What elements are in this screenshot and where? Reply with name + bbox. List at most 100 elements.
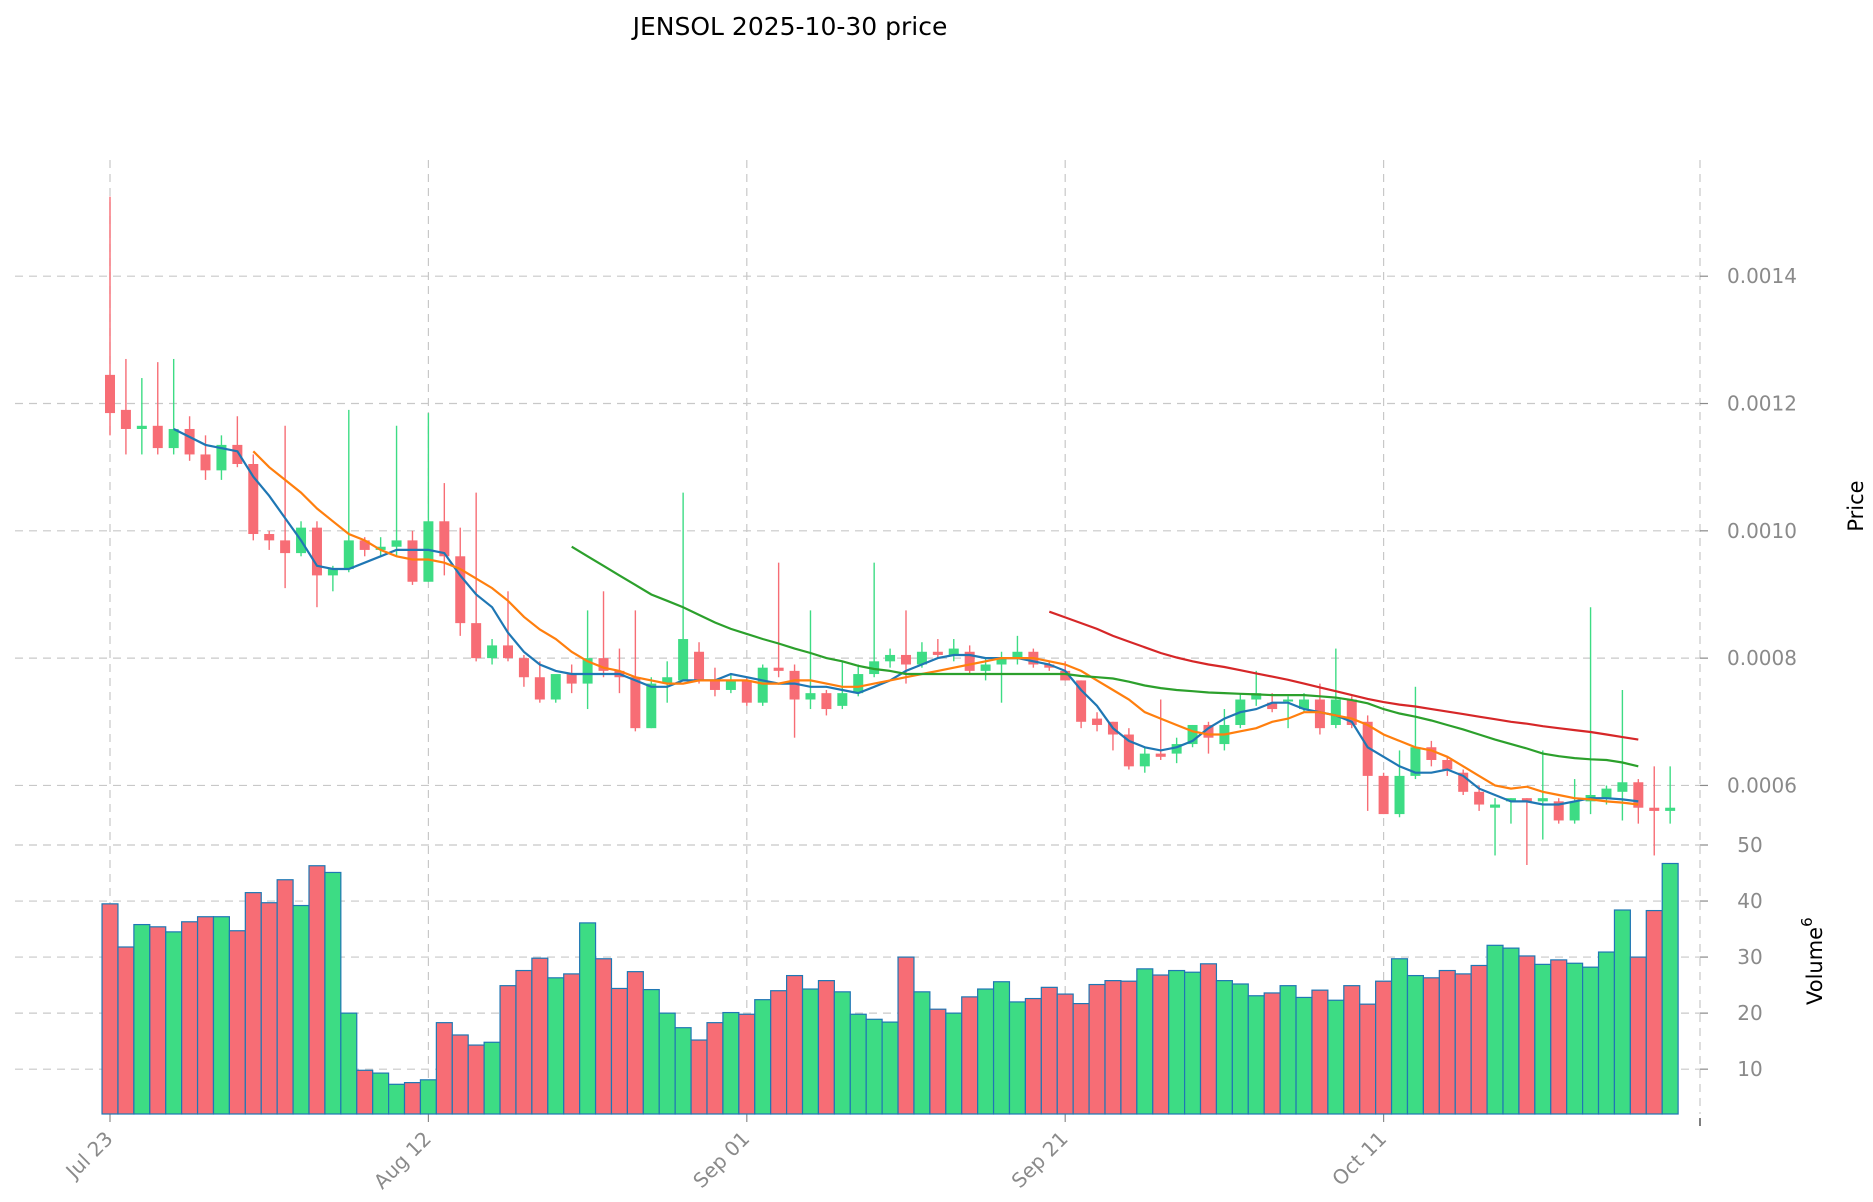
- volume-bar: [117, 946, 135, 1115]
- candle-body-down: [1060, 670, 1071, 681]
- candle-body-down: [152, 425, 163, 449]
- candle-body-up: [1665, 807, 1676, 811]
- volume-bar: [515, 969, 533, 1115]
- candle-body-up: [391, 540, 402, 547]
- candle-body-down: [1076, 680, 1087, 722]
- volume-bar: [1215, 980, 1233, 1115]
- chart-title: JENSOL 2025-10-30 price: [631, 12, 948, 41]
- candle-body-up: [168, 428, 179, 449]
- volume-tick-label: 10: [1737, 1057, 1762, 1081]
- volume-bar: [563, 973, 581, 1115]
- candle-body-up: [1490, 804, 1501, 808]
- volume-bar: [531, 957, 549, 1115]
- candle-body-down: [821, 693, 832, 710]
- volume-bar: [1311, 989, 1329, 1115]
- volume-bar: [1534, 963, 1552, 1115]
- price-tick-label: 0.0008: [1727, 646, 1797, 670]
- candle-body-down: [773, 667, 784, 671]
- candle-body-down: [1553, 801, 1564, 821]
- candle-body-down: [455, 556, 466, 624]
- volume-bar: [1231, 983, 1249, 1115]
- volume-bar: [770, 990, 788, 1115]
- candle-body-up: [805, 693, 816, 700]
- candle-body-down: [1633, 782, 1644, 808]
- candle-body-down: [1203, 724, 1214, 738]
- volume-bar: [149, 926, 167, 1115]
- price-grid: [15, 275, 1700, 787]
- volume-bar: [1024, 997, 1042, 1115]
- volume-bar: [801, 988, 820, 1115]
- volume-bar: [626, 971, 644, 1115]
- volume-bar: [292, 904, 310, 1115]
- candle-body-up: [1537, 798, 1548, 802]
- volume-bar: [1438, 969, 1456, 1115]
- volume-axis-exponent: 6: [1798, 917, 1816, 927]
- candle-body-down: [709, 680, 720, 690]
- volume-bar: [610, 987, 628, 1115]
- volume-bar: [1104, 980, 1122, 1115]
- candle-body-down: [439, 521, 450, 557]
- volume-bar: [1597, 951, 1616, 1115]
- volume-bar: [706, 1022, 724, 1115]
- candle-body-down: [1378, 775, 1389, 815]
- candle-body-up: [948, 648, 959, 655]
- volume-axis-ticks: 10 20 30 40 50: [1700, 833, 1763, 1081]
- volume-bar: [1199, 963, 1218, 1115]
- volume-bar: [1470, 964, 1488, 1115]
- candle-body-up: [725, 680, 736, 690]
- volume-bar: [1040, 986, 1058, 1115]
- candle-body-up: [487, 645, 498, 659]
- volume-bar: [1566, 962, 1584, 1115]
- volume-bar: [356, 1069, 374, 1115]
- candle-body-up: [869, 661, 880, 675]
- candle-body-up: [853, 674, 864, 694]
- candle-body-down: [1314, 699, 1325, 729]
- x-axis-ticks: Jul 23 Aug 12 Sep 01 Sep 21 Oct 11: [60, 1114, 1391, 1194]
- volume-bar: [945, 1012, 963, 1115]
- candle-body-up: [582, 658, 593, 684]
- volume-bar: [1375, 980, 1393, 1115]
- candle-body-up: [1139, 753, 1150, 767]
- candle-body-down: [566, 674, 577, 684]
- candle-body-down: [311, 527, 322, 576]
- moving-average-line: [173, 428, 1639, 806]
- volume-bar: [881, 1021, 899, 1115]
- volume-bar: [228, 930, 246, 1115]
- candle-body-up: [678, 639, 689, 681]
- volume-bar: [1263, 992, 1281, 1115]
- candle-body-down: [359, 540, 370, 550]
- candle-body-down: [1267, 702, 1278, 710]
- volume-bar: [674, 1027, 692, 1115]
- volume-bar: [1390, 958, 1409, 1115]
- volume-bar: [1645, 909, 1663, 1115]
- candle-body-down: [1155, 753, 1166, 757]
- volume-bar: [849, 1013, 867, 1115]
- volume-bar: [467, 1044, 485, 1115]
- volume-bar: [722, 1011, 740, 1115]
- volume-bar: [181, 921, 199, 1115]
- moving-average-lines: [173, 428, 1639, 806]
- volume-bar: [1406, 974, 1424, 1115]
- candle-body-down: [518, 658, 529, 678]
- volume-bar: [308, 865, 326, 1115]
- volume-tick-label: 20: [1737, 1001, 1762, 1025]
- candle-body-up: [1251, 693, 1262, 700]
- volume-bar: [1359, 1003, 1377, 1115]
- volume-bar: [451, 1034, 469, 1115]
- volume-bar: [1183, 971, 1202, 1115]
- volume-bar: [579, 922, 597, 1115]
- volume-bar: [1072, 1002, 1090, 1115]
- candle-body-down: [1362, 721, 1373, 776]
- candle-body-down: [105, 374, 115, 414]
- candle-body-up: [1012, 651, 1023, 659]
- candle-body-up: [1617, 782, 1628, 792]
- volume-bar: [817, 980, 835, 1115]
- volume-tick-label: 30: [1737, 945, 1762, 969]
- volume-bar: [1486, 944, 1504, 1115]
- volume-bar: [1454, 973, 1472, 1115]
- candle-body-up: [1394, 775, 1405, 815]
- candle-body-up: [343, 540, 354, 570]
- x-tick-label: Oct 11: [1327, 1127, 1391, 1191]
- candle-body-up: [1505, 798, 1516, 802]
